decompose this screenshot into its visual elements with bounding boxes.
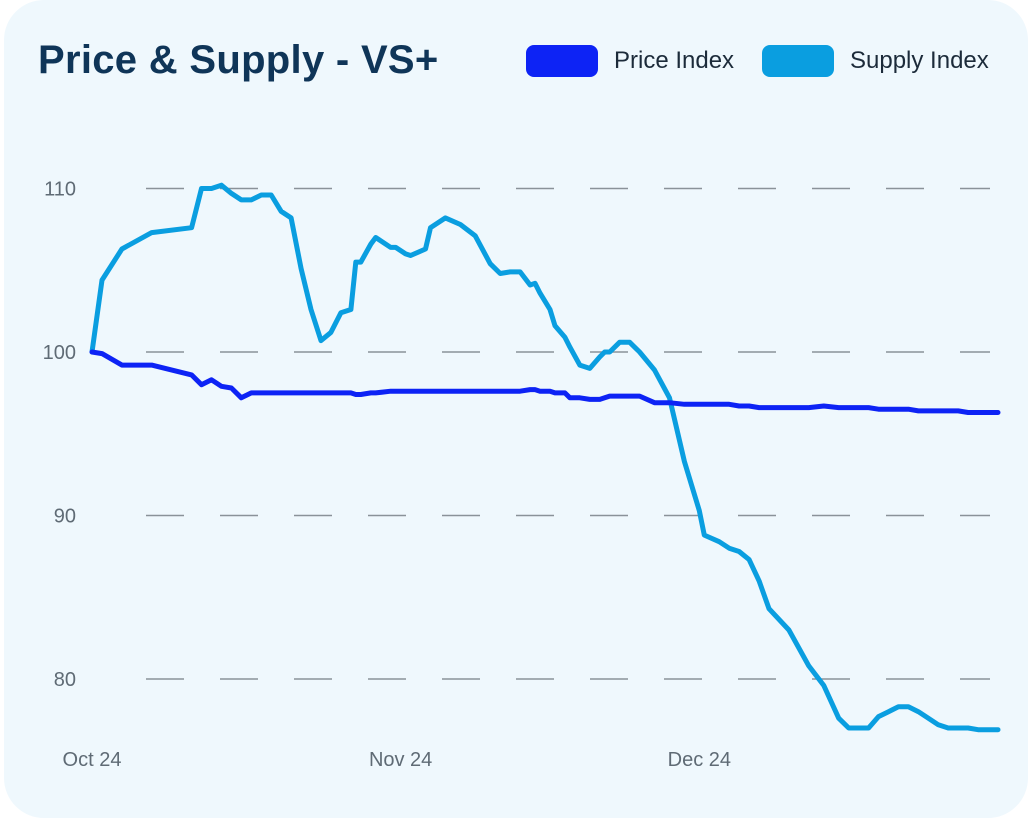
legend-swatch-price <box>526 45 598 77</box>
series-lines <box>89 182 1001 733</box>
legend-swatch-supply <box>762 45 834 77</box>
series-line-supply-index <box>89 182 1001 733</box>
y-tick-label-100: 100 <box>43 342 76 364</box>
legend-item-supply[interactable]: Supply Index <box>762 44 989 78</box>
x-axis-ticks: Oct 24 Nov 24 Dec 24 <box>63 749 731 771</box>
y-tick-label-80: 80 <box>54 669 76 691</box>
legend-label-price: Price Index <box>614 47 735 74</box>
x-tick-label-0: Oct 24 <box>63 749 122 771</box>
legend-item-price[interactable]: Price Index <box>526 44 734 78</box>
y-tick-label-110: 110 <box>44 179 76 201</box>
series-line-price-index <box>89 349 1001 415</box>
x-tick-label-1: Nov 24 <box>369 749 432 771</box>
y-axis-ticks: 80 90 100 110 <box>43 179 76 692</box>
gridlines <box>146 187 990 680</box>
x-tick-label-2: Dec 24 <box>668 749 731 771</box>
y-tick-label-90: 90 <box>54 506 76 528</box>
chart-title: Price & Supply - VS+ <box>38 38 439 82</box>
legend-label-supply: Supply Index <box>850 47 989 74</box>
